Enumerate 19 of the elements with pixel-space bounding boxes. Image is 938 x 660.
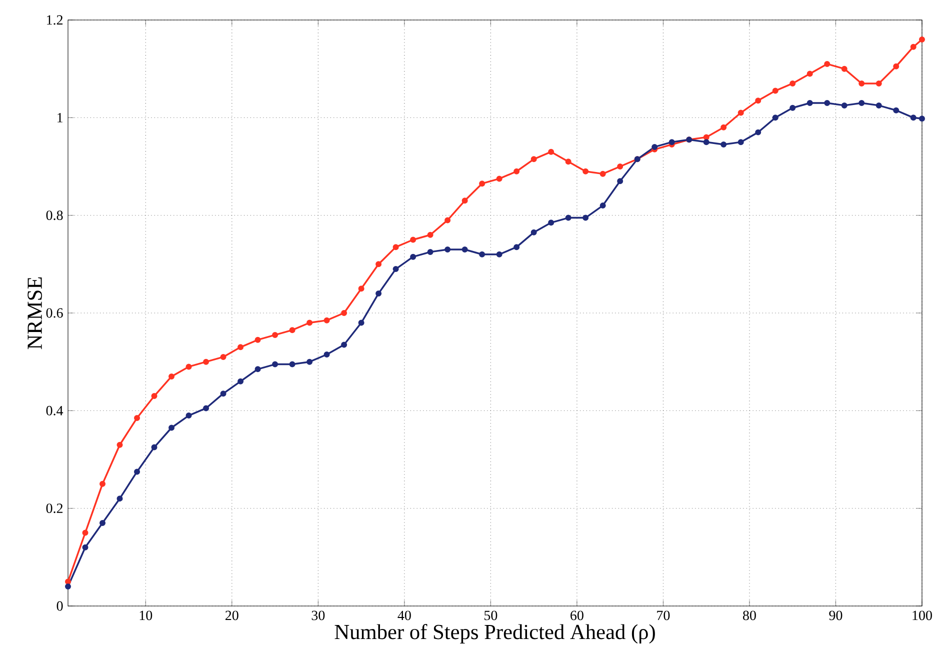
x-tick-label: 20	[226, 610, 238, 620]
x-tick-label: 30	[312, 610, 325, 620]
y-tick-label: 0.8	[46, 210, 63, 220]
x-tick-label: 90	[829, 610, 842, 620]
x-tick-label: 40	[398, 610, 411, 620]
x-tick-label: 60	[570, 610, 584, 620]
x-tick-label: 80	[742, 610, 756, 620]
y-tick-label: 0.4	[46, 406, 64, 416]
y-tick-label: 1.2	[47, 15, 63, 25]
y-tick-label: 0.6	[46, 308, 63, 318]
y-axis-title: NRMSE	[28, 277, 42, 350]
y-tick-label: 0	[56, 601, 63, 611]
x-tick-label: 10	[140, 610, 152, 620]
x-tick-label: 50	[484, 610, 498, 620]
x-tick-label: 70	[657, 610, 670, 620]
x-tick-label: 100	[912, 610, 932, 620]
x-axis-title: Number of Steps Predicted Ahead (ρ)	[334, 624, 655, 644]
y-tick-label: 0.2	[46, 504, 63, 514]
y-tick-label: 1	[58, 113, 62, 122]
